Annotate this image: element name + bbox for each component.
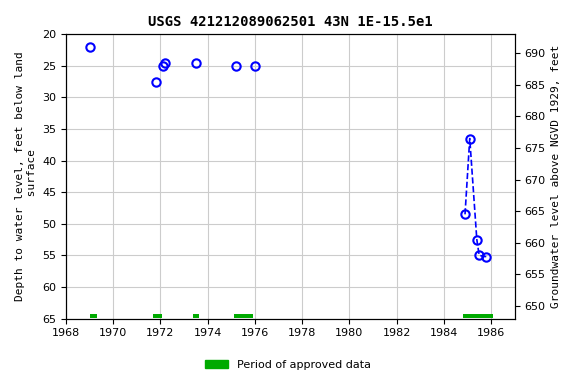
Bar [194, 314, 199, 318]
Y-axis label: Depth to water level, feet below land
 surface: Depth to water level, feet below land su… [15, 51, 37, 301]
Legend: Period of approved data: Period of approved data [201, 356, 375, 375]
Y-axis label: Groundwater level above NGVD 1929, feet: Groundwater level above NGVD 1929, feet [551, 45, 561, 308]
Bar [153, 314, 162, 318]
Title: USGS 421212089062501 43N 1E-15.5e1: USGS 421212089062501 43N 1E-15.5e1 [148, 15, 433, 29]
Bar [90, 314, 97, 318]
Bar [463, 314, 494, 318]
Bar [234, 314, 252, 318]
